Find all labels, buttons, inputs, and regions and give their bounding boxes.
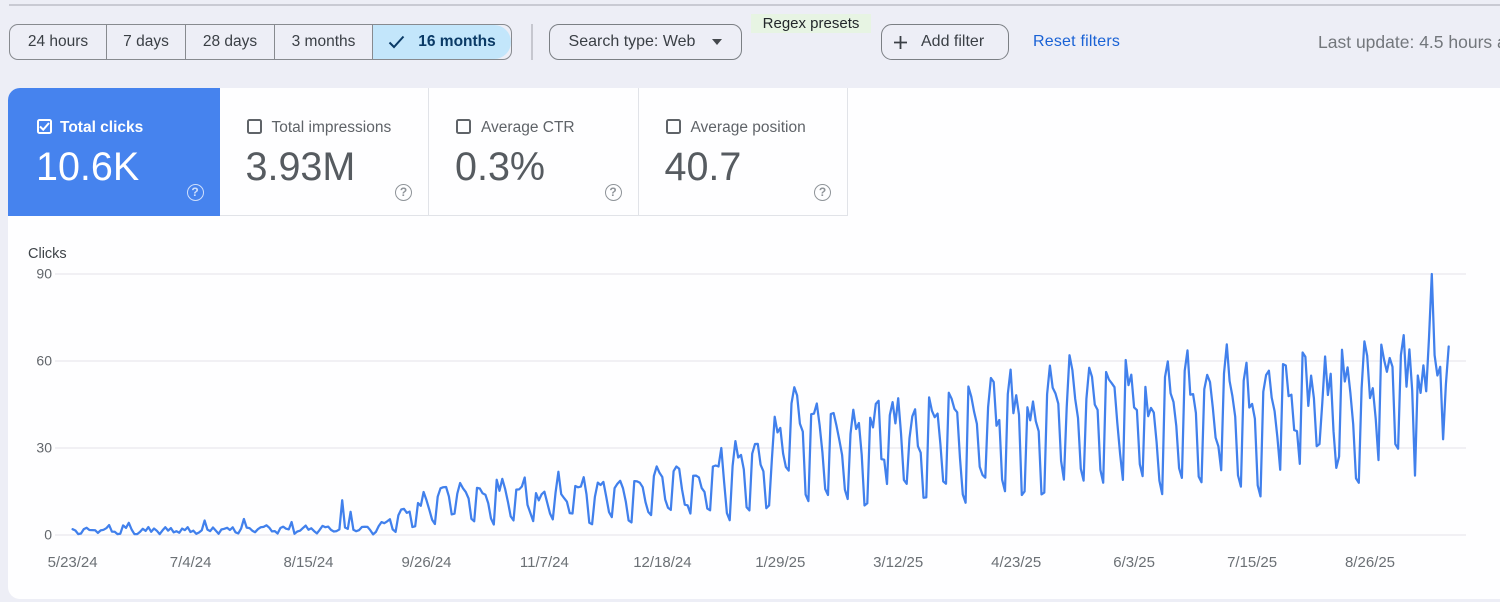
svg-text:6/3/25: 6/3/25	[1113, 554, 1155, 571]
svg-text:8/15/24: 8/15/24	[283, 554, 333, 571]
svg-text:60: 60	[36, 353, 52, 369]
svg-text:90: 90	[36, 266, 52, 282]
svg-text:9/26/24: 9/26/24	[401, 554, 451, 571]
svg-text:5/23/24: 5/23/24	[48, 554, 98, 571]
svg-text:1/29/25: 1/29/25	[755, 554, 805, 571]
svg-text:12/18/24: 12/18/24	[633, 554, 691, 571]
svg-text:3/12/25: 3/12/25	[873, 554, 923, 571]
svg-text:30: 30	[36, 440, 52, 456]
svg-text:7/4/24: 7/4/24	[170, 554, 212, 571]
svg-text:4/23/25: 4/23/25	[991, 554, 1041, 571]
svg-text:11/7/24: 11/7/24	[520, 554, 569, 571]
svg-text:8/26/25: 8/26/25	[1345, 554, 1395, 571]
svg-text:7/15/25: 7/15/25	[1227, 554, 1277, 571]
svg-text:0: 0	[44, 527, 52, 543]
